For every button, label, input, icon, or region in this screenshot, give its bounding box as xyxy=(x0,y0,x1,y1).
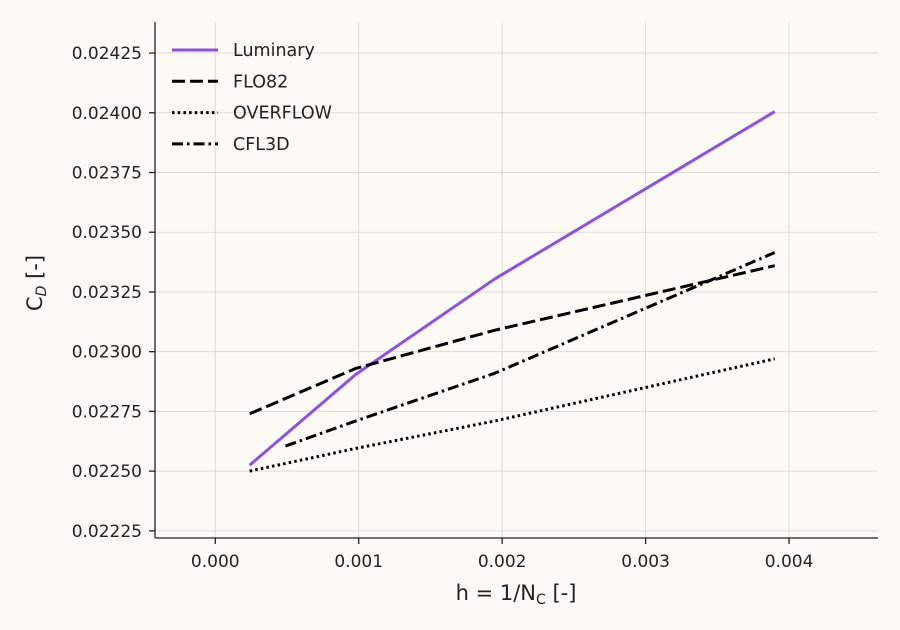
legend: Luminary FLO82 OVERFLOW CFL3D xyxy=(172,41,332,155)
series-line-cfl3d xyxy=(285,251,776,448)
legend-label-luminary: Luminary xyxy=(233,41,315,61)
y-tick-label: 0.02400 xyxy=(72,104,142,124)
y-tick-label: 0.02275 xyxy=(72,402,142,422)
axes: 0.000 0.001 0.002 0.003 0.004 0.02225 0.02250 0… xyxy=(72,22,878,572)
x-tick-label: 0.001 xyxy=(334,552,383,572)
y-tick-label: 0.02350 xyxy=(72,223,142,243)
y-axis-title: CD [-] xyxy=(23,255,50,311)
grid xyxy=(155,22,878,538)
x-tick-label: 0.002 xyxy=(478,552,527,572)
x-tick-label: 0.000 xyxy=(191,552,240,572)
y-axis-title-suffix: [-] xyxy=(23,255,47,286)
y-axis-title-subscript: D xyxy=(34,285,50,296)
y-axis-title-main: C xyxy=(23,296,47,311)
x-axis-title: h = 1/NC [-] xyxy=(456,581,577,608)
legend-label-overflow: OVERFLOW xyxy=(233,104,332,124)
y-tick-label: 0.02375 xyxy=(72,164,142,184)
y-tick-label: 0.02325 xyxy=(72,283,142,303)
y-tick-label: 0.02225 xyxy=(72,522,142,542)
x-axis-title-subscript: C xyxy=(536,592,546,608)
x-tick-label: 0.003 xyxy=(621,552,670,572)
x-tick-label: 0.004 xyxy=(765,552,814,572)
series-line-overflow xyxy=(249,357,776,473)
x-axis-title-main: h = 1/N xyxy=(456,581,536,605)
legend-label-cfl3d: CFL3D xyxy=(233,135,290,155)
series-line-flo82 xyxy=(249,264,776,416)
x-axis-title-suffix: [-] xyxy=(546,581,577,605)
y-tick-label: 0.02300 xyxy=(72,343,142,363)
legend-label-flo82: FLO82 xyxy=(233,72,288,92)
series-group xyxy=(248,110,776,473)
series-line-luminary xyxy=(248,110,776,467)
y-tick-label: 0.02425 xyxy=(72,44,142,64)
y-tick-label: 0.02250 xyxy=(72,462,142,482)
